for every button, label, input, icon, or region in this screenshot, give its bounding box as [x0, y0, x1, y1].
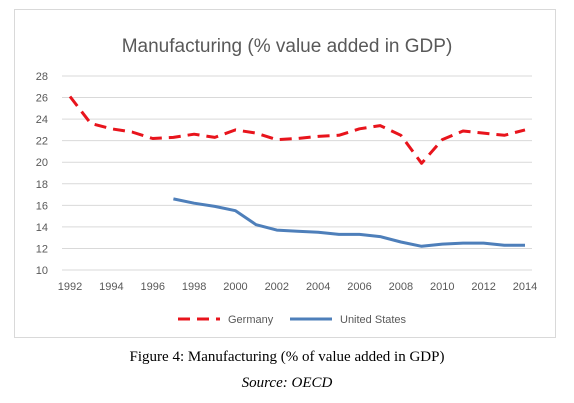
chart: Manufacturing (% value added in GDP) 101… — [36, 36, 537, 326]
x-axis-ticks: 1992 1994 1996 1998 2000 2002 2004 2006 2008 2010… — [58, 281, 537, 293]
chart-title: Manufacturing (% value added in GDP) — [122, 36, 453, 57]
figure-caption: Figure 4: Manufacturing (% of value adde… — [129, 349, 445, 365]
legend: Germany United States — [178, 314, 407, 326]
x-tick-label: 2008 — [389, 281, 413, 293]
series-lines — [68, 95, 526, 248]
y-tick-label: 24 — [36, 114, 48, 126]
legend-label: Germany — [228, 314, 274, 326]
series-line-united-states — [173, 197, 525, 248]
x-tick-label: 1994 — [99, 281, 123, 293]
y-tick-label: 20 — [36, 157, 48, 169]
gridlines — [62, 75, 532, 271]
x-tick-label: 2010 — [430, 281, 454, 293]
x-tick-label: 2000 — [223, 281, 247, 293]
y-tick-label: 14 — [36, 222, 48, 234]
x-tick-label: 1996 — [140, 281, 164, 293]
y-tick-label: 28 — [36, 71, 48, 83]
x-tick-label: 1998 — [182, 281, 206, 293]
x-tick-label: 2002 — [265, 281, 289, 293]
series-line-germany — [68, 95, 526, 165]
x-tick-label: 2014 — [513, 281, 537, 293]
y-tick-label: 26 — [36, 93, 48, 105]
y-tick-label: 18 — [36, 179, 48, 191]
y-axis-ticks: 10 12 14 16 18 20 22 24 26 28 — [36, 71, 48, 277]
y-tick-label: 12 — [36, 243, 48, 255]
x-tick-label: 1992 — [58, 281, 82, 293]
y-tick-label: 22 — [36, 136, 48, 148]
y-tick-label: 10 — [36, 265, 48, 277]
x-tick-label: 2006 — [347, 281, 371, 293]
x-tick-label: 2004 — [306, 281, 330, 293]
source-caption: Source: OECD — [241, 375, 333, 391]
chart-frame — [14, 9, 556, 338]
legend-label: United States — [340, 314, 407, 326]
y-tick-label: 16 — [36, 200, 48, 212]
x-tick-label: 2012 — [471, 281, 495, 293]
